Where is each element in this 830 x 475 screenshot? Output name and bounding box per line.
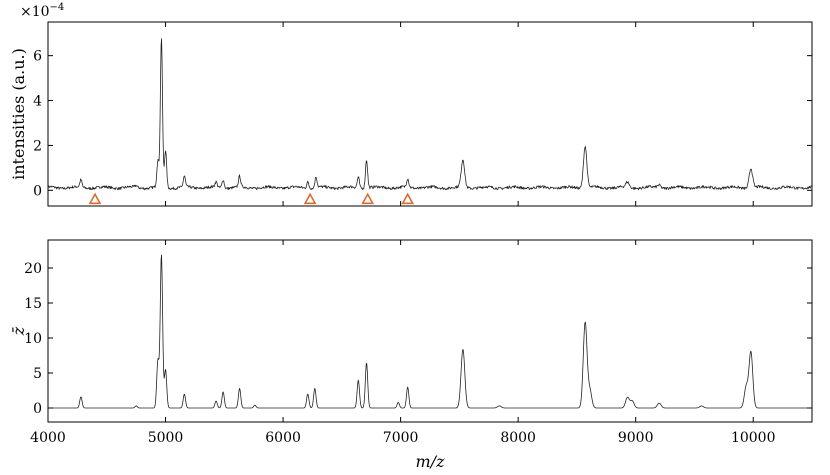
- x-tick-label: 7000: [383, 430, 419, 446]
- y-axis-label-bottom: z̄: [9, 326, 28, 336]
- y-tick-label: 2: [33, 138, 42, 154]
- x-axis-label: m/z: [416, 452, 446, 471]
- plot-frame-top: [47, 21, 813, 207]
- plot-frame-bottom: [47, 239, 813, 423]
- marker-group: [88, 192, 415, 205]
- triangle-marker: [303, 192, 317, 205]
- x-tick-label: 10000: [731, 430, 776, 446]
- triangle-marker: [401, 192, 415, 205]
- x-tick-label: 8000: [500, 430, 536, 446]
- y-axis-label-top: intensities (a.u.): [9, 48, 28, 180]
- panel-intensities: ×10−4 0 2 4 6 intensities (a.u.): [9, 2, 813, 207]
- y-tick-label: 4: [33, 94, 42, 110]
- y-axis-bottom: 0 5 10 15 20: [24, 261, 812, 417]
- spectrum-trace-top: [47, 38, 813, 191]
- y-tick-label: 0: [33, 401, 42, 417]
- y-tick-label: 0: [33, 183, 42, 199]
- spectrum-trace-bottom: [48, 254, 812, 409]
- y-axis-top: 0 2 4 6: [33, 49, 812, 199]
- y-tick-label: 6: [33, 49, 42, 65]
- x-tick-label: 4000: [30, 430, 66, 446]
- x-tick-label: 5000: [148, 430, 184, 446]
- triangle-marker: [88, 192, 102, 205]
- x-axis-top: [47, 22, 754, 206]
- panel-z: 0 5 10 15 20 4000 5000 6000 7000 8000 9000 10000 z…: [9, 239, 813, 471]
- y-tick-label: 5: [33, 366, 42, 382]
- x-axis-bottom: 4000 5000 6000 7000 8000 9000 10000: [30, 240, 776, 446]
- triangle-marker: [361, 192, 375, 205]
- y-tick-label: 10: [24, 331, 42, 347]
- y-multiplier-label: ×10−4: [20, 2, 64, 20]
- y-tick-label: 20: [24, 261, 42, 277]
- x-tick-label: 6000: [265, 430, 301, 446]
- x-tick-label: 9000: [618, 430, 654, 446]
- y-tick-label: 15: [24, 296, 42, 312]
